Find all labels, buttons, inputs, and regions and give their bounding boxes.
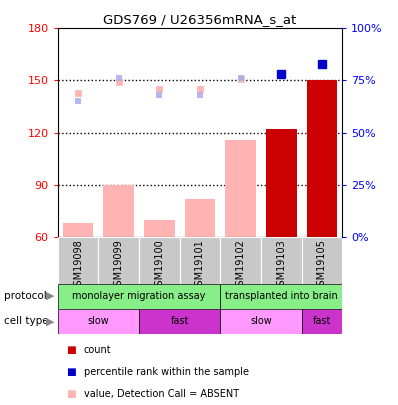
Text: GSM19105: GSM19105: [317, 239, 327, 292]
Bar: [220, 284, 342, 309]
Bar: [63, 223, 93, 237]
Bar: [225, 140, 256, 237]
Text: slow: slow: [250, 316, 272, 326]
Text: ▶: ▶: [45, 291, 54, 301]
Bar: [307, 81, 337, 237]
Text: percentile rank within the sample: percentile rank within the sample: [84, 367, 249, 377]
Text: monolayer migration assay: monolayer migration assay: [72, 291, 206, 301]
Bar: [220, 237, 261, 284]
Text: ■: ■: [66, 345, 75, 355]
Text: count: count: [84, 345, 111, 355]
Text: GSM19099: GSM19099: [114, 239, 124, 292]
Text: GSM19101: GSM19101: [195, 239, 205, 292]
Text: slow: slow: [88, 316, 109, 326]
Title: GDS769 / U26356mRNA_s_at: GDS769 / U26356mRNA_s_at: [103, 13, 297, 26]
Bar: [139, 237, 179, 284]
Bar: [144, 220, 175, 237]
Bar: [98, 237, 139, 284]
Text: value, Detection Call = ABSENT: value, Detection Call = ABSENT: [84, 390, 239, 399]
Text: fast: fast: [313, 316, 331, 326]
Bar: [220, 309, 302, 334]
Text: GSM19102: GSM19102: [236, 239, 246, 292]
Text: GSM19103: GSM19103: [276, 239, 286, 292]
Text: ■: ■: [66, 390, 75, 399]
Bar: [185, 199, 215, 237]
Text: cell type: cell type: [4, 316, 49, 326]
Text: transplanted into brain: transplanted into brain: [225, 291, 338, 301]
Bar: [58, 237, 98, 284]
Bar: [261, 237, 302, 284]
Bar: [302, 309, 342, 334]
Bar: [58, 284, 220, 309]
Text: ■: ■: [66, 367, 75, 377]
Text: GSM19098: GSM19098: [73, 239, 83, 292]
Bar: [179, 237, 220, 284]
Bar: [302, 237, 342, 284]
Text: ▶: ▶: [45, 316, 54, 326]
Text: GSM19100: GSM19100: [154, 239, 164, 292]
Bar: [266, 129, 297, 237]
Text: protocol: protocol: [4, 291, 47, 301]
Bar: [103, 185, 134, 237]
Bar: [58, 309, 139, 334]
Bar: [139, 309, 220, 334]
Text: fast: fast: [170, 316, 189, 326]
